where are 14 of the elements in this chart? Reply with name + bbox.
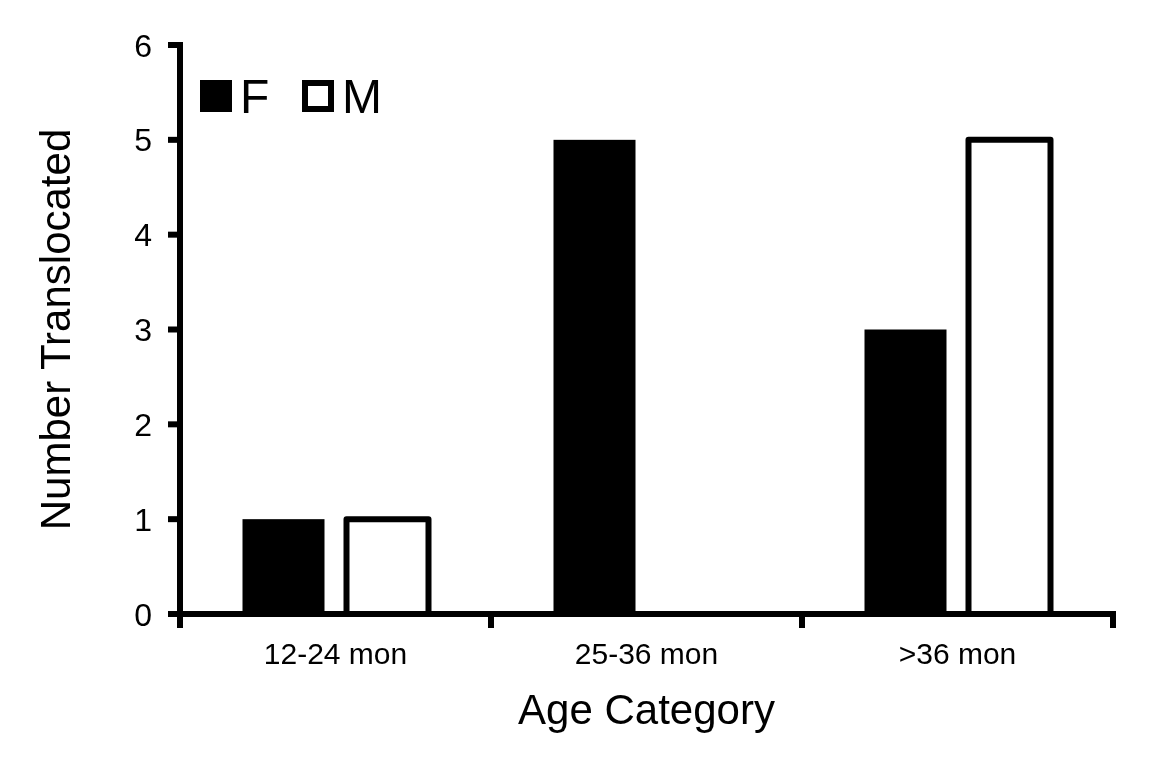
x-tick-label: >36 mon (898, 637, 1017, 670)
x-axis-title: Age Category (518, 686, 775, 733)
y-tick-label: 5 (134, 122, 152, 159)
y-tick-label: 4 (134, 217, 152, 254)
legend-label: F (240, 70, 270, 124)
y-tick-label: 0 (134, 596, 152, 633)
x-tick-label: 12-24 mon (263, 637, 408, 670)
legend-label: M (342, 70, 382, 124)
y-tick-label: 1 (134, 501, 152, 538)
y-tick-label: 3 (134, 312, 152, 349)
y-axis-title: Number Translocated (32, 128, 79, 531)
y-tick-label: 6 (134, 27, 152, 64)
y-tick-label: 2 (134, 406, 152, 443)
x-tick-label: 25-36 mon (574, 637, 719, 670)
